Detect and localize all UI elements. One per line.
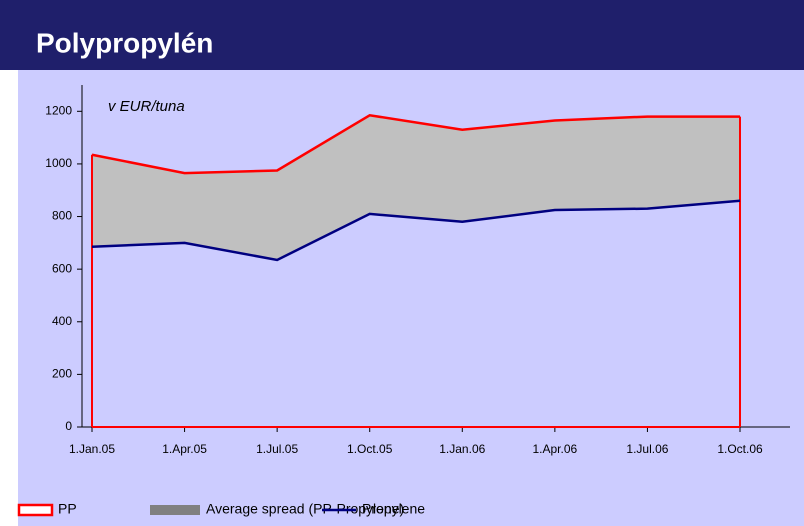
y-tick-label: 600 (52, 261, 72, 275)
annotation: v EUR/tuna (108, 98, 185, 115)
y-tick-label: 0 (65, 419, 72, 433)
x-tick-label: 1.Apr.06 (533, 442, 578, 456)
pp-line (91, 113, 740, 175)
legend-label: Average spread (PP-Propylene) (206, 501, 404, 517)
propylene-line (91, 199, 741, 262)
x-tick-label: 1.Jan.06 (439, 442, 485, 456)
y-tick-label: 400 (52, 314, 72, 328)
y-tick-label: 1000 (45, 156, 72, 170)
header-bar (0, 0, 804, 70)
legend-label: Propylene (362, 501, 425, 517)
page-title: Polypropylén (36, 27, 213, 58)
legend-label: PP (58, 501, 77, 517)
legend-swatch (17, 503, 54, 517)
y-tick-label: 1200 (45, 103, 72, 117)
y-tick-label: 800 (52, 209, 72, 223)
x-tick-label: 1.Apr.05 (162, 442, 207, 456)
spread-area (92, 115, 740, 260)
x-tick-label: 1.Jul.05 (256, 442, 298, 456)
x-tick-label: 1.Jan.05 (69, 442, 115, 456)
legend-swatch (150, 505, 200, 515)
y-tick-label: 200 (52, 367, 72, 381)
x-tick-label: 1.Oct.05 (347, 442, 393, 456)
x-tick-label: 1.Jul.06 (626, 442, 668, 456)
x-tick-label: 1.Oct.06 (717, 442, 763, 456)
